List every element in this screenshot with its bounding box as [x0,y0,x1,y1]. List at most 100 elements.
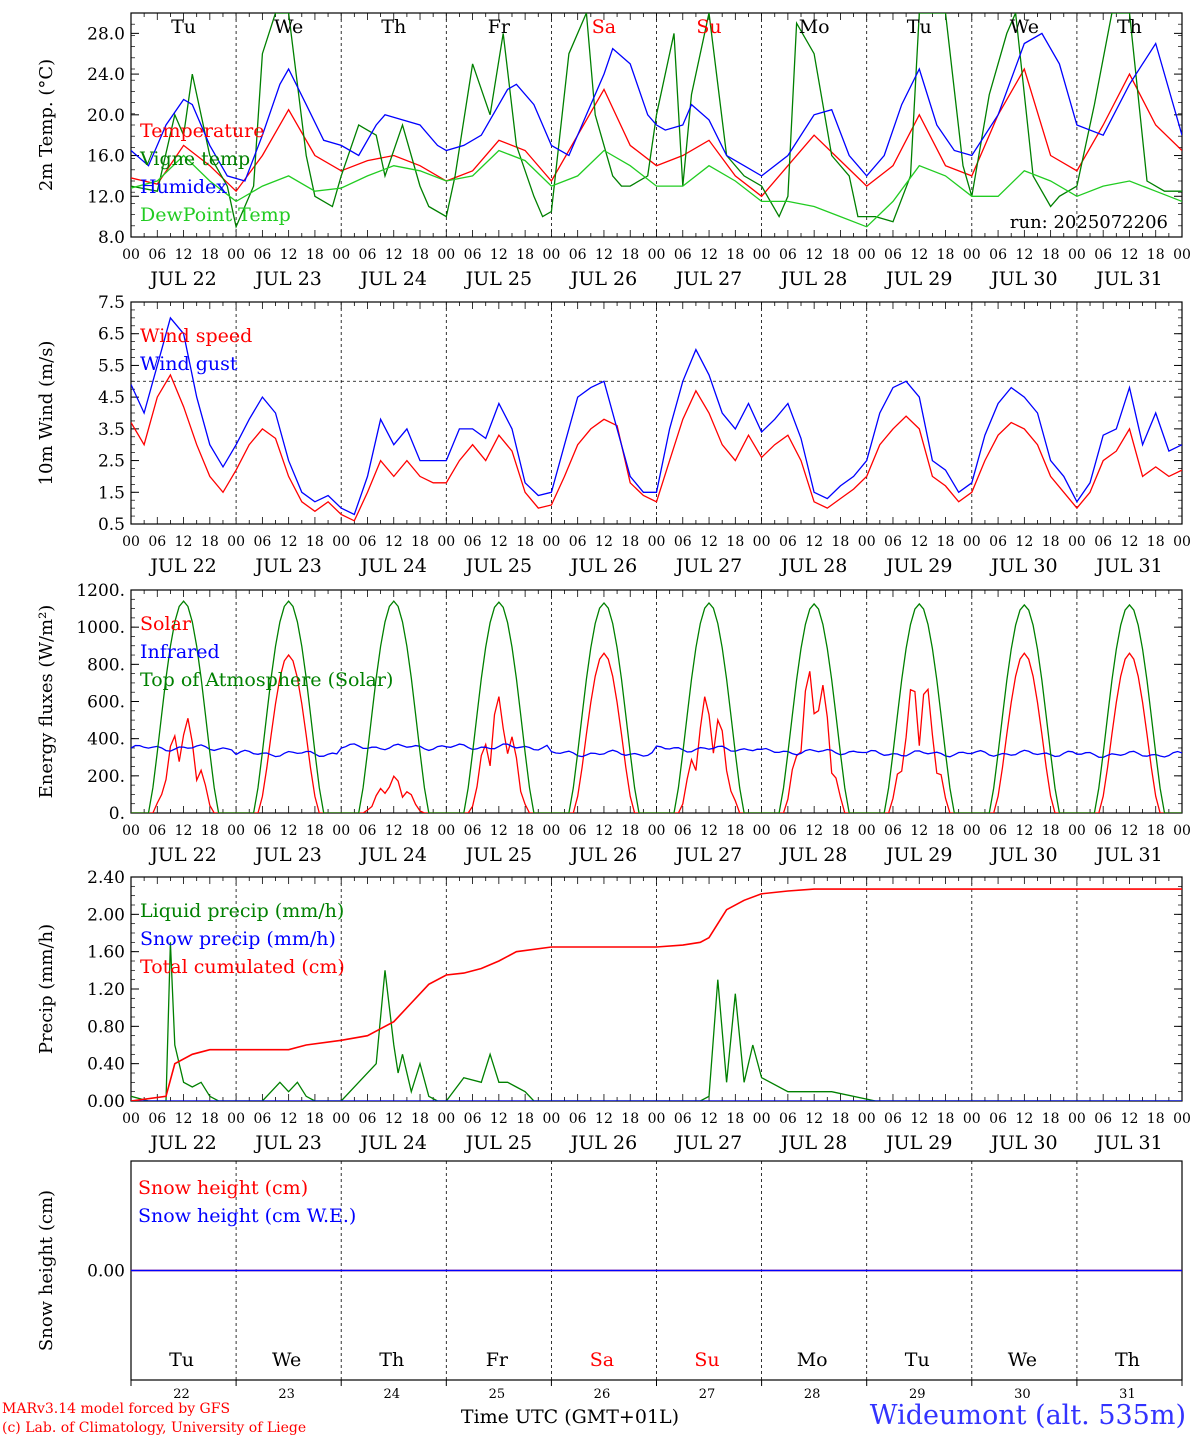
x-hour-label: 06 [253,534,271,550]
y-tick-label: 0.80 [87,1017,125,1037]
x-hour-label: 06 [148,247,166,263]
x-hour-label: 00 [753,534,771,550]
x-hour-label: 06 [1094,534,1112,550]
x-hour-label: 00 [227,823,245,839]
x-hour-label: 12 [910,247,928,263]
day-number: 25 [489,1387,506,1402]
x-hour-label: 00 [437,823,455,839]
x-hour-label: 12 [1015,247,1033,263]
series-line-infrared [131,743,1182,758]
x-hour-label: 06 [148,823,166,839]
y-tick-label: 1.20 [87,980,125,1000]
y-tick-label: 200. [87,767,125,787]
legend-entry: Temperature [140,120,264,142]
x-date-label: JUL 25 [464,1132,532,1154]
x-date-label: JUL 26 [569,555,637,577]
y-tick-label: 0.00 [87,1262,125,1282]
x-hour-label: 18 [201,1111,219,1127]
legend-entry: Snow height (cm W.E.) [138,1205,356,1227]
credit-line-model: MARv3.14 model forced by GFS [2,1401,231,1417]
x-hour-label: 18 [621,247,639,263]
x-date-label: JUL 23 [253,844,321,866]
x-date-label: JUL 31 [1094,1132,1162,1154]
x-date-label: JUL 28 [779,1132,847,1154]
x-hour-label: 18 [1042,823,1060,839]
x-hour-label: 18 [1147,1111,1165,1127]
x-hour-label: 00 [122,534,140,550]
x-hour-label: 12 [1015,1111,1033,1127]
x-hour-label: 00 [332,1111,350,1127]
x-hour-label: 06 [779,247,797,263]
x-hour-label: 06 [464,1111,482,1127]
x-date-label: JUL 27 [674,555,742,577]
x-hour-label: 12 [700,1111,718,1127]
legend-entry: Vigne temp [139,148,250,170]
x-hour-label: 12 [385,534,403,550]
x-hour-label: 00 [437,1111,455,1127]
legend-entry: Wind gust [140,353,238,375]
y-tick-label: 2.5 [98,452,125,472]
x-hour-label: 18 [516,247,534,263]
x-hour-label: 06 [1094,1111,1112,1127]
x-hour-label: 06 [989,823,1007,839]
x-hour-label: 18 [726,247,744,263]
x-hour-label: 00 [1068,247,1086,263]
x-hour-label: 18 [1042,247,1060,263]
x-axis-title: Time UTC (GMT+01L) [460,1406,680,1428]
x-hour-label: 12 [1121,534,1139,550]
day-name-top: We [274,16,303,38]
day-number: 24 [383,1387,400,1402]
x-hour-label: 18 [516,534,534,550]
day-number: 28 [804,1387,821,1402]
y-axis-label: 2m Temp. (°C) [36,59,57,191]
x-hour-label: 00 [542,534,560,550]
x-date-label: JUL 23 [253,1132,321,1154]
x-hour-label: 00 [963,247,981,263]
x-hour-label: 12 [280,534,298,550]
x-hour-label: 00 [963,534,981,550]
series-line-temperature [131,67,1182,198]
y-axis-label: Precip (mm/h) [36,924,57,1054]
x-date-label: JUL 31 [1094,268,1162,290]
y-tick-label: 28.0 [87,24,125,44]
x-date-label: JUL 23 [253,268,321,290]
x-date-label: JUL 28 [779,268,847,290]
x-hour-label: 12 [1121,247,1139,263]
day-name-top: Th [1117,16,1142,38]
legend-entry: Humidex [140,176,227,198]
x-hour-label: 06 [253,823,271,839]
x-hour-label: 00 [1068,823,1086,839]
x-hour-label: 12 [595,1111,613,1127]
x-hour-label: 12 [595,247,613,263]
x-date-label: JUL 30 [989,1132,1057,1154]
y-tick-label: 1200. [76,581,125,601]
credit-line-lab: (c) Lab. of Climatology, University of L… [2,1420,307,1436]
x-hour-label: 18 [516,823,534,839]
legend-entry: Liquid precip (mm/h) [140,900,344,922]
x-hour-label: 00 [648,247,666,263]
x-hour-label: 12 [1015,823,1033,839]
x-hour-label: 06 [989,1111,1007,1127]
series-line-wind-gust [131,316,1182,516]
x-hour-label: 00 [1068,534,1086,550]
series-line-top-of-atmosphere-solar- [131,600,1182,813]
x-hour-label: 06 [359,823,377,839]
x-hour-label: 00 [858,1111,876,1127]
series-line-total-cumulated-cm- [131,888,1182,1101]
y-tick-label: 3.5 [98,420,125,440]
x-date-label: JUL 22 [148,555,216,577]
x-hour-label: 00 [227,534,245,550]
x-hour-label: 18 [726,534,744,550]
x-hour-label: 18 [937,534,955,550]
x-date-label: JUL 27 [674,268,742,290]
x-hour-label: 06 [884,823,902,839]
x-date-label: JUL 31 [1094,555,1162,577]
x-date-label: JUL 25 [464,844,532,866]
y-tick-label: 6.5 [98,325,125,345]
x-hour-label: 12 [490,247,508,263]
x-hour-label: 18 [832,823,850,839]
panel-frame-2 [130,589,1183,814]
x-hour-label: 12 [280,247,298,263]
y-tick-label: 800. [87,655,125,675]
x-hour-label: 00 [542,1111,560,1127]
